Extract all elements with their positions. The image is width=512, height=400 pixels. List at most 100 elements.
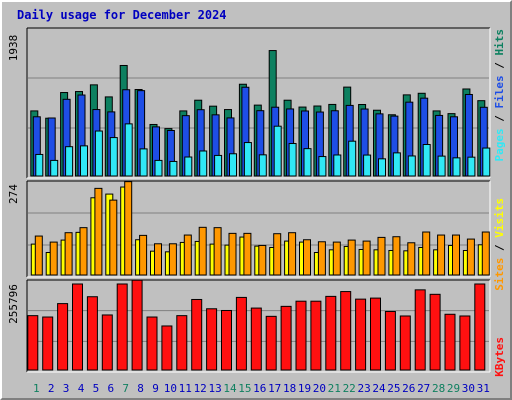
pages-bar-5 xyxy=(94,130,103,177)
pages-bar-4 xyxy=(80,145,88,177)
kbytes-bar-21 xyxy=(325,295,337,371)
kbytes-bar-25 xyxy=(384,311,396,371)
pages-bar-28 xyxy=(437,155,446,177)
sites-bar-6 xyxy=(109,199,118,276)
hits-max-label: 1938 xyxy=(7,35,20,62)
hits-legend-separator: / xyxy=(493,56,506,76)
hits-legend: Pages / Files / Hits xyxy=(493,29,506,162)
day-label-18: 18 xyxy=(283,382,296,395)
pages-bar-17 xyxy=(273,125,282,177)
day-label-17: 17 xyxy=(268,382,281,395)
day-label-25: 25 xyxy=(387,382,400,395)
day-label-29: 29 xyxy=(447,382,460,395)
day-label-24: 24 xyxy=(372,382,386,395)
sites-bar-16 xyxy=(258,244,267,276)
kbytes-bar-30 xyxy=(459,315,471,371)
pages-bar-22 xyxy=(348,140,357,177)
kbytes-bar-16 xyxy=(250,307,262,371)
kbytes-bar-31 xyxy=(474,283,486,371)
kbytes-bar-20 xyxy=(310,300,322,371)
hits-legend-hits: Hits xyxy=(493,29,506,56)
sites-bar-2 xyxy=(49,241,58,276)
kbytes-bar-18 xyxy=(280,305,292,371)
pages-bar-27 xyxy=(422,144,431,177)
hits-legend-pages: Pages xyxy=(493,128,506,161)
pages-bar-13 xyxy=(214,154,223,177)
pages-bar-6 xyxy=(109,137,118,177)
kbytes-bar-22 xyxy=(340,291,352,371)
kbytes-legend-kbytes: KBytes xyxy=(493,337,506,377)
sites-bar-23 xyxy=(362,240,371,276)
day-label-9: 9 xyxy=(152,382,159,395)
kbytes-bar-4 xyxy=(72,283,83,371)
sites-bar-9 xyxy=(154,243,162,276)
kbytes-bar-9 xyxy=(146,316,158,371)
day-label-12: 12 xyxy=(194,382,207,395)
day-label-19: 19 xyxy=(298,382,311,395)
pages-bar-9 xyxy=(154,159,163,177)
sites-bar-25 xyxy=(392,236,401,276)
sites-bar-12 xyxy=(198,226,207,276)
pages-bar-10 xyxy=(169,160,178,177)
day-label-14: 14 xyxy=(223,382,237,395)
pages-bar-7 xyxy=(124,123,133,177)
pages-bar-30 xyxy=(467,156,476,177)
day-label-16: 16 xyxy=(253,382,266,395)
sites-bar-3 xyxy=(64,232,73,276)
pages-bar-23 xyxy=(363,154,372,177)
day-label-20: 20 xyxy=(313,382,326,395)
sites-bar-11 xyxy=(183,234,192,276)
day-label-28: 28 xyxy=(432,382,445,395)
sites-bar-4 xyxy=(79,227,88,276)
sites-bar-5 xyxy=(94,187,103,276)
hits-legend-separator: / xyxy=(493,109,506,129)
day-label-15: 15 xyxy=(238,382,251,395)
day-label-31: 31 xyxy=(477,382,490,395)
kbytes-bar-17 xyxy=(265,315,277,371)
kbytes-bar-7 xyxy=(116,283,128,371)
pages-bar-19 xyxy=(303,148,312,177)
sites-bar-17 xyxy=(273,233,282,276)
pages-bar-25 xyxy=(392,152,401,177)
kbytes-bar-10 xyxy=(161,325,173,371)
sites-legend-sites: Sites xyxy=(493,258,506,291)
kbytes-bar-6 xyxy=(101,314,113,371)
sites-bar-22 xyxy=(347,239,356,276)
pages-bar-8 xyxy=(139,148,148,177)
kbytes-bar-26 xyxy=(399,315,411,371)
sites-bar-8 xyxy=(139,234,148,276)
day-label-7: 7 xyxy=(122,382,129,395)
sites-bar-29 xyxy=(452,234,460,276)
kbytes-bar-5 xyxy=(86,296,98,371)
day-label-26: 26 xyxy=(402,382,415,395)
day-label-22: 22 xyxy=(343,382,356,395)
pages-bar-18 xyxy=(288,143,297,177)
sites-bar-10 xyxy=(168,243,177,276)
pages-bar-3 xyxy=(65,146,74,177)
sites-bar-15 xyxy=(243,232,252,276)
sites-legend: Sites / Visits xyxy=(493,198,506,291)
day-label-30: 30 xyxy=(462,382,475,395)
sites-bar-28 xyxy=(437,234,446,276)
kbytes-max-label: 255796 xyxy=(7,284,20,324)
day-label-5: 5 xyxy=(93,382,100,395)
sites-bar-26 xyxy=(407,242,416,276)
day-label-1: 1 xyxy=(33,382,40,395)
sites-bar-24 xyxy=(377,236,386,276)
sites-max-label: 274 xyxy=(7,184,20,204)
chart-title: Daily usage for December 2024 xyxy=(17,8,227,22)
day-label-11: 11 xyxy=(179,382,192,395)
pages-bar-14 xyxy=(229,153,237,177)
pages-bar-24 xyxy=(378,158,386,177)
kbytes-bar-12 xyxy=(191,298,203,371)
pages-bar-21 xyxy=(333,154,342,177)
day-label-3: 3 xyxy=(63,382,70,395)
pages-bar-1 xyxy=(35,153,44,177)
sites-bar-31 xyxy=(481,231,490,276)
day-label-2: 2 xyxy=(48,382,55,395)
pages-bar-26 xyxy=(407,155,416,177)
kbytes-bar-28 xyxy=(429,293,441,371)
sites-bar-30 xyxy=(466,238,475,276)
kbytes-bar-19 xyxy=(295,300,307,371)
